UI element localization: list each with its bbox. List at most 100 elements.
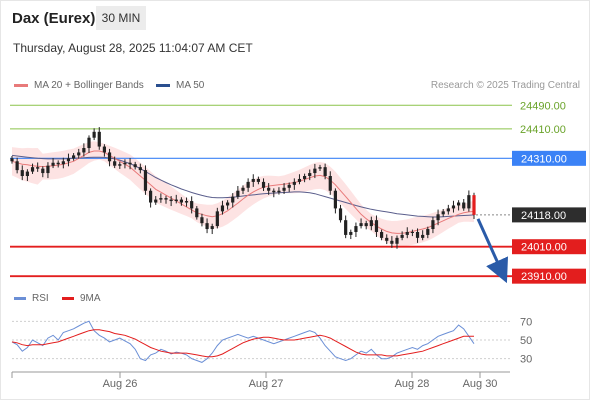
ma20-swatch [14,83,28,87]
rsi-line [11,320,475,363]
candle-body [369,220,373,227]
candle-body [277,190,281,193]
candle-body [113,161,117,166]
candle-body [51,162,55,166]
candle-body [123,162,127,165]
rsi-ma-line [11,329,474,358]
rsi-ma-swatch [62,296,74,300]
candle-body [241,187,245,191]
candle-body [246,181,250,188]
candle-body [338,208,343,221]
candle-body [226,202,230,206]
candle-body [179,199,183,203]
ma50-line [11,154,475,218]
candle-body [133,164,137,168]
pivot-label: 24310.00 [521,153,567,165]
candle-body [102,146,106,153]
candle-body [308,173,312,177]
candle-body [231,196,235,203]
candle-body [385,237,389,241]
candle-body [282,187,286,191]
support-label: 24010.00 [521,242,567,254]
candle-body [164,198,168,200]
legend-ma20-label: MA 20 + Bollinger Bands [34,80,144,91]
legend-ma50-label: MA 50 [176,80,205,91]
candle-body [328,176,332,191]
resistance-label: 24410.00 [520,124,566,136]
resistance-label: 24490.00 [520,100,566,112]
candle-body [154,199,158,203]
candle-body [400,234,404,238]
candle-body [415,231,420,238]
candle-body [251,178,255,182]
candle-body [318,167,322,169]
candle-body [200,217,204,224]
candle-body [41,168,45,174]
candle-body [15,161,19,171]
support-badge [512,239,586,255]
candle-body [410,231,414,233]
candle-body [374,220,379,232]
candle-body [20,170,24,177]
candle-body [149,190,153,203]
legend-ma20: MA 20 + Bollinger Bands [14,80,144,91]
candle-body [297,178,302,182]
chart-datetime: Thursday, August 28, 2025 11:04:07 AM CE… [13,41,253,55]
candle-body [190,201,194,209]
rsi-swatch [14,296,26,300]
candle-body [56,162,60,165]
candle-body [287,184,291,188]
candle-body [195,208,199,218]
candle-body [92,131,96,138]
candle-body [143,170,148,191]
candle-body [421,234,425,238]
candle-body [138,167,142,171]
legend-rsi-ma: 9MA [62,293,101,304]
candle-body [349,231,353,235]
candle-body [359,223,363,227]
candle-body [354,226,358,232]
candle-body [313,168,317,174]
price-levels: 24490.00 24410.00 24310.00 24118.00 24010.00… [10,100,586,284]
current-price-label: 24118.00 [521,210,566,222]
candle-body [220,205,225,212]
candle-body [25,171,29,177]
candle-body [462,202,466,209]
legend-rsi: RSI [14,293,49,304]
candle-body [72,155,76,159]
candle-body [292,181,296,185]
x-tick-label: Aug 30 [463,378,498,390]
candle-body [446,208,450,212]
candle-body [66,158,71,162]
instrument-title: Dax (Eurex) [12,10,96,27]
candlesticks [10,127,476,249]
candle-body [10,158,14,162]
candle-body [215,211,219,227]
x-axis: Aug 26 Aug 27 Aug 28 Aug 30 [11,371,510,390]
interval-selector[interactable]: 30 MIN [96,6,146,30]
candle-body [344,220,348,235]
candle-body [159,198,163,200]
candle-body [61,161,65,165]
legend-ma50: MA 50 [156,80,204,91]
candle-body [210,226,214,230]
legend-rsi-ma-label: 9MA [80,293,101,304]
candle-body [205,223,209,230]
candle-body [380,231,384,238]
candle-body [395,237,399,244]
x-tick-label: Aug 27 [249,378,284,390]
candle-body [174,199,178,202]
support-label: 23910.00 [521,271,567,283]
forecast-arrow [476,218,509,284]
rsi-tick-label: 70 [520,316,532,328]
credit-text: Research © 2025 Trading Central [430,80,580,91]
candle-body [87,137,91,149]
candle-body [118,164,122,166]
candle-body [303,176,307,179]
candle-body [405,231,409,235]
candle-body [46,165,50,174]
candle-body [184,201,189,203]
candle-body [77,152,81,156]
rsi-tick-label: 30 [520,354,532,366]
